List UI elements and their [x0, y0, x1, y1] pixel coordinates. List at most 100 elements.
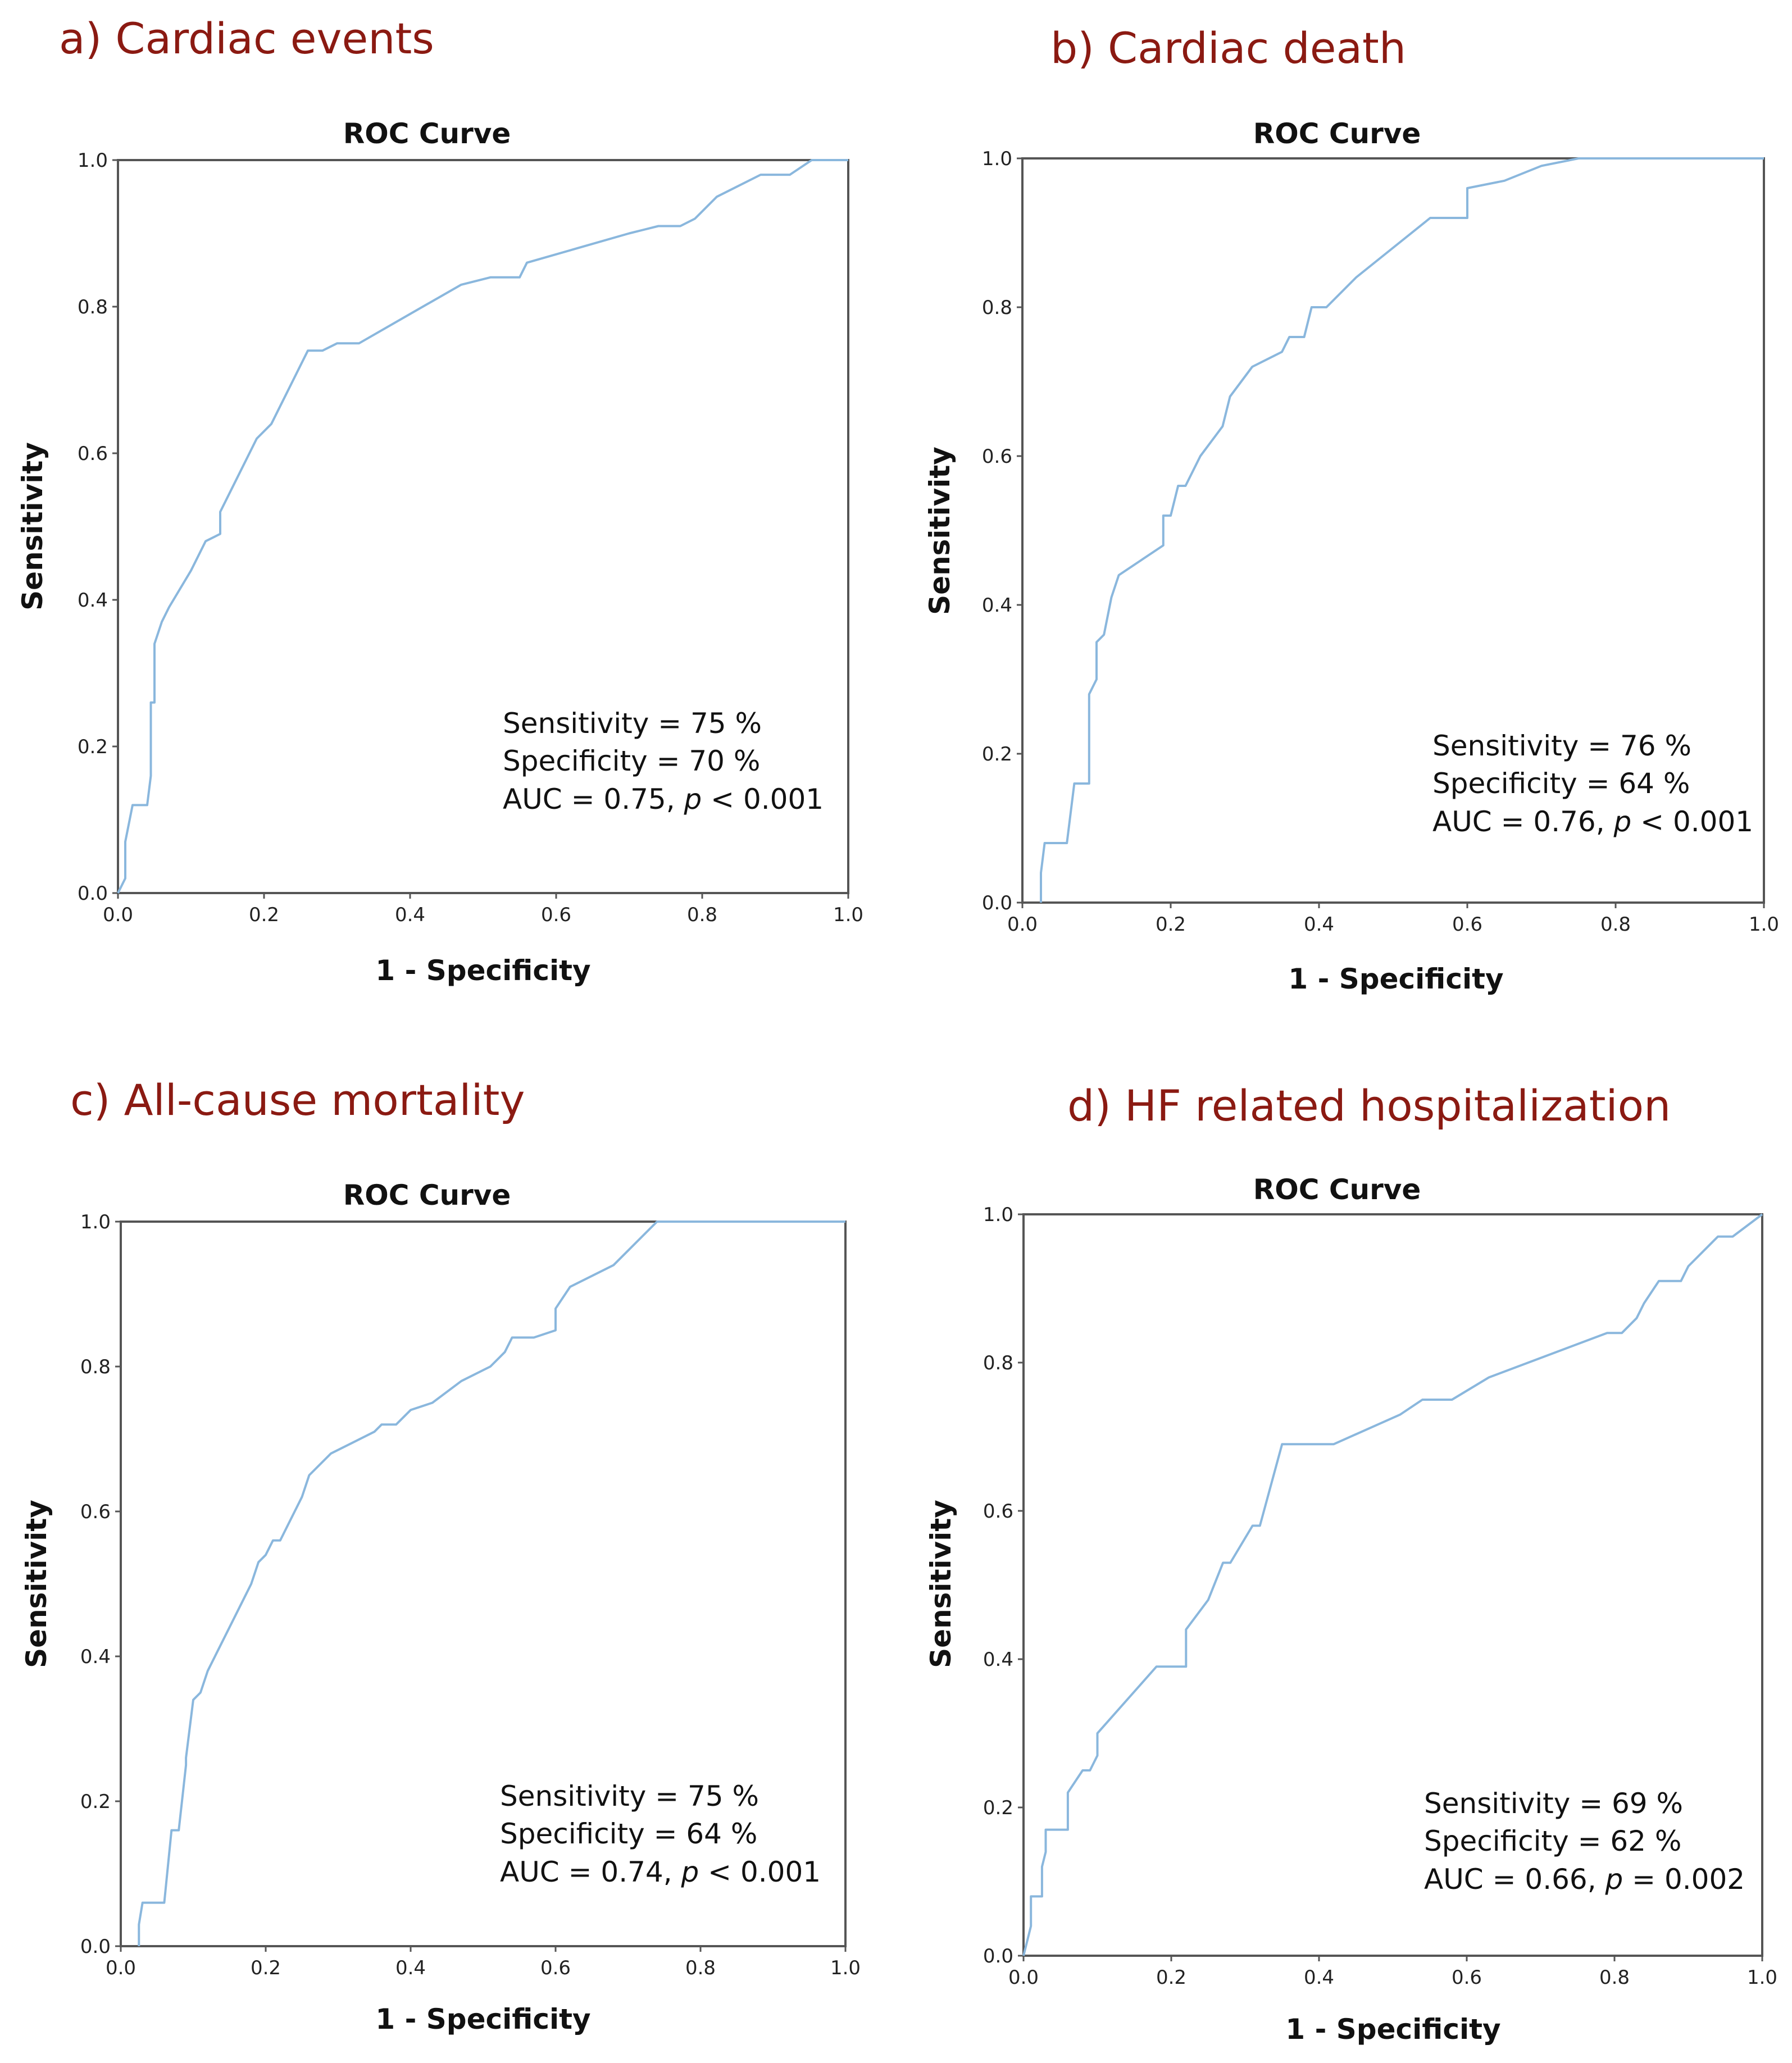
plot-frame-b — [1021, 157, 1765, 904]
y-axis-label-d: Sensitivity — [925, 1500, 957, 1668]
y-tick-label: 0.2 — [983, 1797, 1013, 1819]
x-tick-label: 0.0 — [103, 904, 133, 926]
p-value-a: < 0.001 — [702, 783, 824, 816]
sensitivity-annotation-c: Sensitivity = 75 % — [500, 1780, 759, 1812]
y-tick-label: 0.6 — [982, 445, 1012, 468]
panel-c: c) All-cause mortality ROC Curve 0.00.20… — [20, 1075, 861, 2035]
auc-value-c: AUC = 0.74, — [500, 1856, 681, 1888]
auc-annotation-d: AUC = 0.66, p = 0.002 — [1424, 1863, 1745, 1896]
specificity-annotation-c: Specificity = 64 % — [500, 1818, 757, 1850]
y-tick-label: 0.4 — [78, 589, 108, 612]
chart-title-c: ROC Curve — [343, 1179, 511, 1212]
y-tick-label: 0.6 — [983, 1500, 1013, 1523]
y-tick-label: 0.8 — [80, 1356, 111, 1378]
roc-curve-b — [1040, 157, 1764, 903]
x-ticks-a: 0.0 0.2 0.4 0.6 0.8 1.0 — [103, 893, 863, 926]
x-ticks-b: 0.0 0.2 0.4 0.6 0.8 1.0 — [1007, 903, 1779, 936]
x-tick-label: 0.8 — [1600, 913, 1631, 936]
y-tick-label: 0.8 — [983, 1352, 1013, 1374]
x-tick-label: 0.2 — [251, 1957, 281, 1979]
auc-annotation-a: AUC = 0.75, p < 0.001 — [503, 783, 824, 816]
y-tick-label: 0.6 — [78, 443, 108, 465]
chart-title-d: ROC Curve — [1253, 1173, 1421, 1206]
x-tick-label: 0.4 — [1304, 913, 1334, 936]
x-tick-label: 0.0 — [1007, 913, 1038, 936]
x-tick-label: 0.8 — [1599, 1966, 1630, 1989]
y-tick-label: 0.0 — [80, 1936, 111, 1958]
sensitivity-annotation-d: Sensitivity = 69 % — [1424, 1787, 1683, 1820]
x-tick-label: 0.6 — [541, 904, 571, 926]
sensitivity-annotation-a: Sensitivity = 75 % — [503, 707, 762, 740]
x-tick-label: 0.4 — [395, 1957, 426, 1979]
y-ticks-b: 0.0 0.2 0.4 0.6 0.8 1.0 — [982, 148, 1022, 914]
plot-frame-a — [117, 159, 849, 894]
panel-b: b) Cardiac death ROC Curve 0.00.20.40.60… — [924, 23, 1779, 995]
y-tick-label: 1.0 — [80, 1211, 111, 1233]
x-tick-label: 1.0 — [1747, 1966, 1777, 1989]
specificity-annotation-a: Specificity = 70 % — [503, 745, 760, 777]
y-ticks-a: 0.0 0.2 0.4 0.6 0.8 1.0 — [78, 149, 118, 905]
panel-title-b: b) Cardiac death — [1050, 23, 1406, 73]
p-symbol-b: p — [1613, 805, 1632, 838]
specificity-annotation-b: Specificity = 64 % — [1432, 767, 1690, 800]
x-tick-label: 1.0 — [1749, 913, 1779, 936]
panel-d: d) HF related hospitalization ROC Curve … — [925, 1081, 1777, 2046]
p-symbol-a: p — [684, 783, 702, 816]
auc-annotation-c: AUC = 0.74, p < 0.001 — [500, 1856, 821, 1888]
y-tick-label: 0.4 — [983, 1648, 1013, 1671]
y-axis-label-b: Sensitivity — [924, 447, 956, 615]
x-tick-label: 0.0 — [1008, 1966, 1039, 1989]
x-tick-label: 0.2 — [1156, 913, 1186, 936]
panel-title-a: a) Cardiac events — [59, 13, 434, 63]
y-tick-label: 1.0 — [983, 1204, 1013, 1226]
x-tick-label: 0.4 — [395, 904, 425, 926]
x-tick-label: 0.6 — [1452, 913, 1482, 936]
x-tick-label: 0.6 — [540, 1957, 571, 1979]
y-tick-label: 0.0 — [983, 1945, 1013, 1968]
p-value-d: = 0.002 — [1623, 1863, 1745, 1896]
auc-value-a: AUC = 0.75, — [503, 783, 684, 816]
chart-title-b: ROC Curve — [1253, 117, 1421, 150]
x-axis-label-d: 1 - Specificity — [1285, 2013, 1500, 2046]
auc-value-d: AUC = 0.66, — [1424, 1863, 1605, 1896]
auc-annotation-b: AUC = 0.76, p < 0.001 — [1432, 805, 1753, 838]
y-ticks-d: 0.0 0.2 0.4 0.6 0.8 1.0 — [983, 1204, 1024, 1968]
panel-title-d: d) HF related hospitalization — [1067, 1081, 1671, 1131]
x-tick-label: 0.8 — [685, 1957, 716, 1979]
x-tick-label: 0.2 — [249, 904, 279, 926]
y-axis-label-a: Sensitivity — [16, 442, 49, 611]
y-tick-label: 0.0 — [982, 892, 1012, 914]
x-ticks-d: 0.0 0.2 0.4 0.6 0.8 1.0 — [1008, 1956, 1777, 1989]
y-tick-label: 0.8 — [78, 296, 108, 318]
x-tick-label: 0.6 — [1452, 1966, 1482, 1989]
panel-a: a) Cardiac events ROC Curve 0.0 0.2 0.4 0.6… — [16, 13, 863, 987]
chart-title-a: ROC Curve — [343, 117, 511, 150]
auc-value-b: AUC = 0.76, — [1432, 805, 1614, 838]
y-tick-label: 1.0 — [78, 149, 108, 172]
x-tick-label: 0.2 — [1156, 1966, 1186, 1989]
y-tick-label: 0.8 — [982, 297, 1012, 319]
x-axis-label-c: 1 - Specificity — [375, 2003, 590, 2035]
x-tick-label: 1.0 — [830, 1957, 861, 1979]
roc-curve-d — [1022, 1213, 1763, 1956]
y-tick-label: 0.2 — [80, 1791, 111, 1813]
p-symbol-c: p — [681, 1856, 699, 1888]
x-ticks-c: 0.0 0.2 0.4 0.6 0.8 1.0 — [106, 1946, 861, 1979]
sensitivity-annotation-b: Sensitivity = 76 % — [1432, 730, 1691, 762]
y-tick-label: 0.4 — [80, 1646, 111, 1668]
p-value-b: < 0.001 — [1631, 805, 1753, 838]
x-axis-label-b: 1 - Specificity — [1288, 963, 1503, 995]
roc-curve-c — [138, 1221, 845, 1946]
y-tick-label: 0.2 — [982, 743, 1012, 766]
x-tick-label: 1.0 — [833, 904, 863, 926]
x-tick-label: 0.0 — [106, 1957, 136, 1979]
roc-curve-a — [117, 159, 848, 894]
p-symbol-d: p — [1605, 1863, 1623, 1896]
plot-frame-d — [1022, 1213, 1763, 1957]
y-tick-label: 0.4 — [982, 594, 1012, 617]
x-tick-label: 0.8 — [687, 904, 717, 926]
x-axis-label-a: 1 - Specificity — [375, 954, 590, 987]
y-tick-label: 0.0 — [78, 882, 108, 905]
y-ticks-c: 0.0 0.2 0.4 0.6 0.8 1.0 — [80, 1211, 121, 1958]
